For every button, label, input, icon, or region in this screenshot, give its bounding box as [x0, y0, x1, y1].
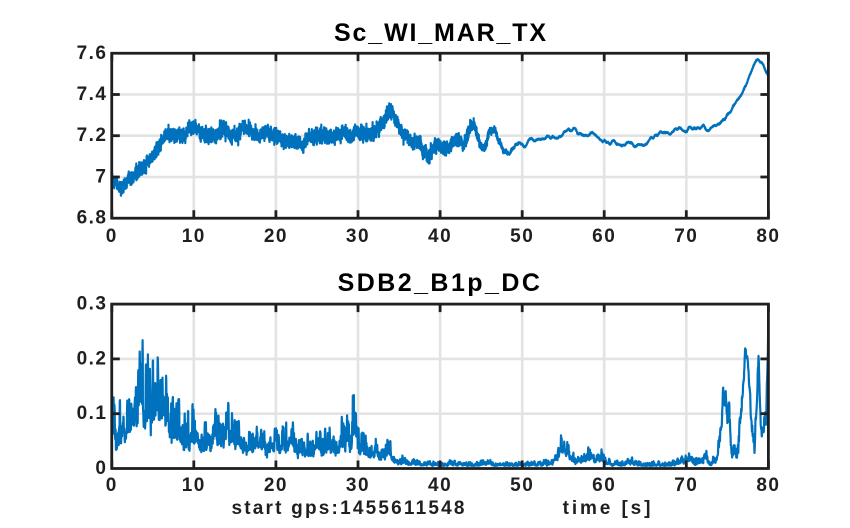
- svg-text:60: 60: [592, 475, 616, 496]
- svg-text:0.3: 0.3: [77, 294, 108, 315]
- svg-text:0: 0: [106, 475, 118, 496]
- svg-text:0.1: 0.1: [77, 403, 108, 424]
- svg-text:60: 60: [592, 226, 616, 247]
- svg-text:30: 30: [346, 226, 370, 247]
- svg-text:0.2: 0.2: [77, 348, 108, 369]
- svg-text:7: 7: [95, 167, 107, 188]
- svg-text:30: 30: [346, 475, 370, 496]
- svg-text:70: 70: [674, 226, 698, 247]
- svg-text:SDB2_B1p_DC: SDB2_B1p_DC: [338, 269, 543, 297]
- svg-text:40: 40: [428, 226, 452, 247]
- svg-text:10: 10: [182, 226, 206, 247]
- svg-text:6.8: 6.8: [77, 208, 108, 229]
- svg-text:7.2: 7.2: [77, 125, 108, 146]
- svg-text:50: 50: [510, 475, 534, 496]
- svg-text:0: 0: [95, 458, 107, 479]
- svg-text:time [s]: time [s]: [563, 498, 654, 519]
- svg-text:70: 70: [674, 475, 698, 496]
- svg-text:50: 50: [510, 226, 534, 247]
- svg-text:7.6: 7.6: [77, 43, 108, 64]
- svg-text:7.4: 7.4: [77, 84, 108, 105]
- svg-text:80: 80: [756, 226, 780, 247]
- svg-text:20: 20: [264, 226, 288, 247]
- svg-text:40: 40: [428, 475, 452, 496]
- svg-text:80: 80: [756, 475, 780, 496]
- svg-text:20: 20: [264, 475, 288, 496]
- svg-text:0: 0: [106, 226, 118, 247]
- svg-text:start gps:1455611548: start gps:1455611548: [232, 498, 467, 519]
- svg-text:10: 10: [182, 475, 206, 496]
- svg-text:Sc_WI_MAR_TX: Sc_WI_MAR_TX: [334, 19, 548, 47]
